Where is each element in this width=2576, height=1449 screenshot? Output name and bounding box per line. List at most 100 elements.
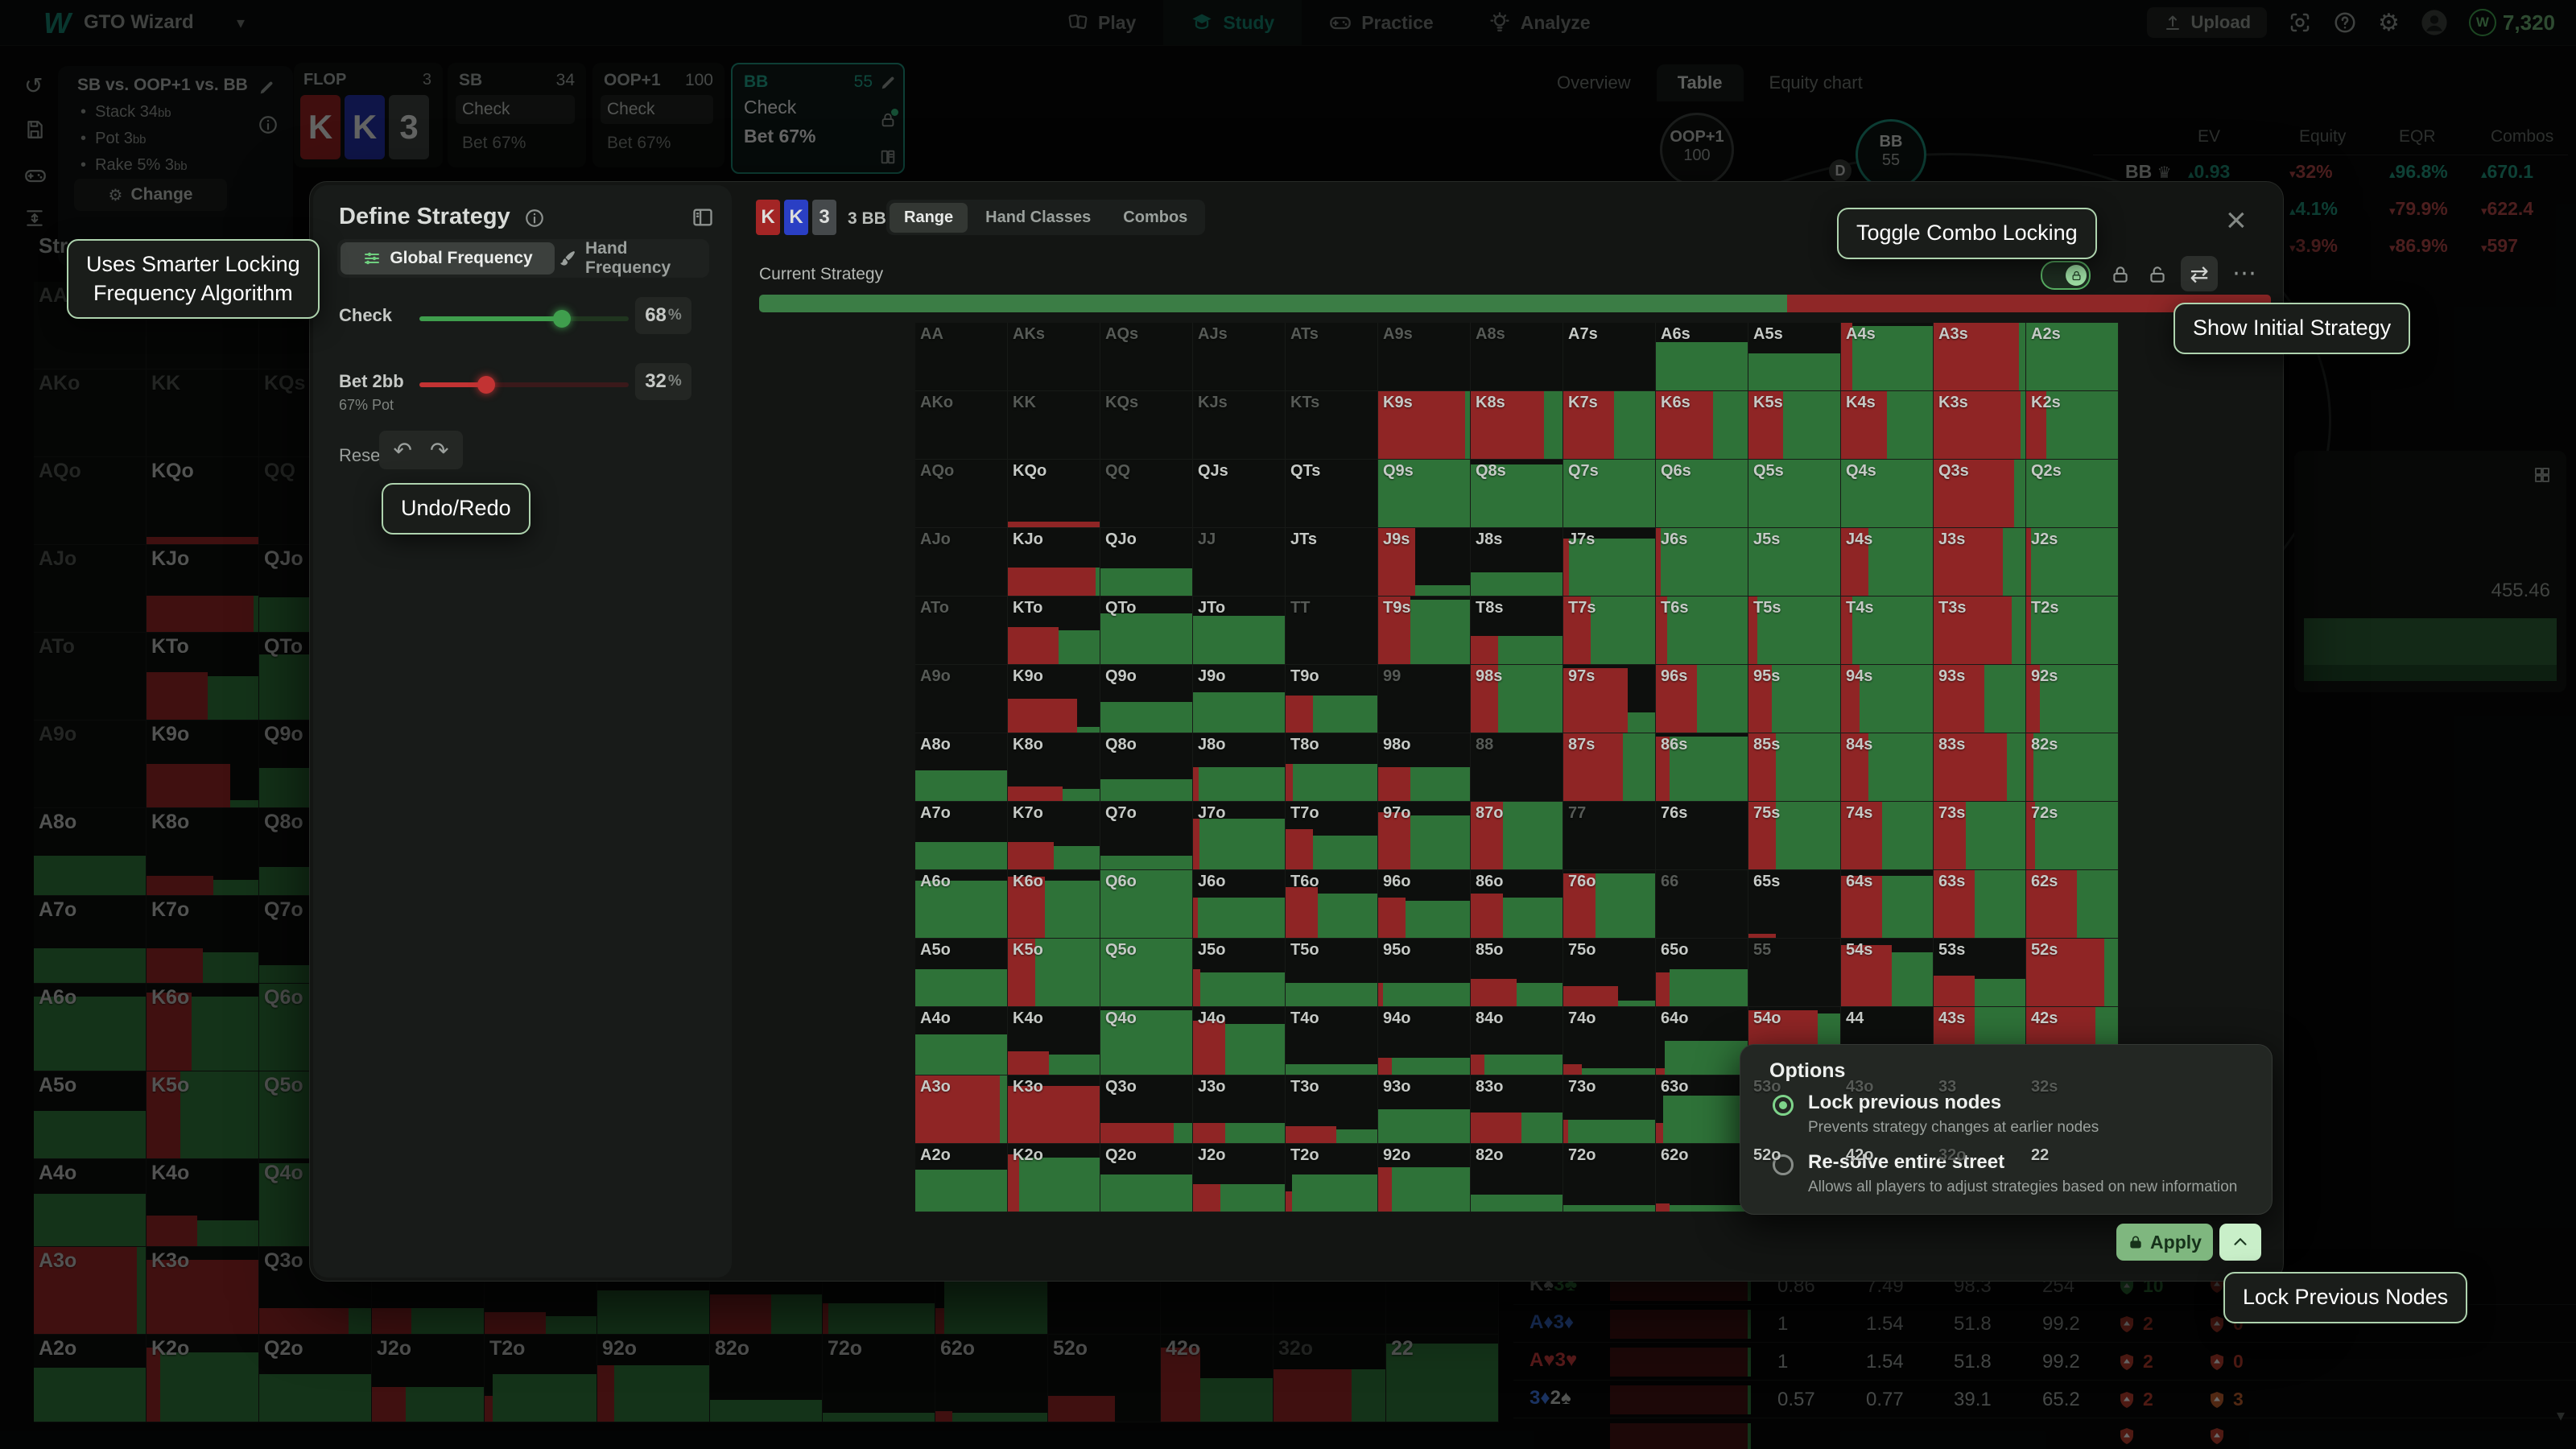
matrix-cell-74o[interactable]: 74o [1563,1007,1656,1075]
matrix-cell-A8s[interactable]: A8s [1471,323,1563,391]
matrix-cell-97s[interactable]: 97s [1563,665,1656,733]
matrix-cell-T3o[interactable]: T3o [1286,1075,1378,1144]
matrix-cell-85s[interactable]: 85s [1748,733,1841,802]
matrix-cell-87o[interactable]: 87o [1471,802,1563,870]
matrix-cell-JTo[interactable]: JTo [1193,597,1286,665]
matrix-cell-K9o[interactable]: K9o [1008,665,1100,733]
matrix-cell-Q4s[interactable]: Q4s [1841,460,1934,528]
matrix-cell-62o[interactable]: 62o [1656,1144,1748,1212]
close-icon[interactable]: × [2226,200,2247,240]
matrix-cell-Q5o[interactable]: Q5o [1100,939,1193,1007]
option-label[interactable]: Lock previous nodes [1808,1092,2002,1113]
matrix-cell-A3s[interactable]: A3s [1934,323,2026,391]
matrix-cell-J4o[interactable]: J4o [1193,1007,1286,1075]
matrix-cell-Q7s[interactable]: Q7s [1563,460,1656,528]
matrix-cell-96o[interactable]: 96o [1378,870,1471,939]
matrix-cell-92o[interactable]: 92o [1378,1144,1471,1212]
slider-track-bet[interactable] [419,376,629,394]
matrix-cell-K8s[interactable]: K8s [1471,391,1563,460]
redo-icon[interactable]: ↷ [430,437,449,463]
matrix-cell-A7o[interactable]: A7o [915,802,1008,870]
matrix-cell-AQo[interactable]: AQo [915,460,1008,528]
matrix-cell-72o[interactable]: 72o [1563,1144,1656,1212]
matrix-cell-K6o[interactable]: K6o [1008,870,1100,939]
matrix-cell-96s[interactable]: 96s [1656,665,1748,733]
slider-track-check[interactable] [419,310,629,328]
matrix-cell-54s[interactable]: 54s [1841,939,1934,1007]
matrix-cell-K7s[interactable]: K7s [1563,391,1656,460]
matrix-cell-Q8s[interactable]: Q8s [1471,460,1563,528]
matrix-cell-95o[interactable]: 95o [1378,939,1471,1007]
matrix-cell-T2o[interactable]: T2o [1286,1144,1378,1212]
matrix-cell-Q4o[interactable]: Q4o [1100,1007,1193,1075]
matrix-cell-K4o[interactable]: K4o [1008,1007,1100,1075]
matrix-cell-T7o[interactable]: T7o [1286,802,1378,870]
matrix-cell-98s[interactable]: 98s [1471,665,1563,733]
matrix-cell-A4o[interactable]: A4o [915,1007,1008,1075]
matrix-cell-K5s[interactable]: K5s [1748,391,1841,460]
matrix-cell-J7s[interactable]: J7s [1563,528,1656,597]
matrix-cell-86o[interactable]: 86o [1471,870,1563,939]
matrix-cell-KK[interactable]: KK [1008,391,1100,460]
matrix-cell-Q5s[interactable]: Q5s [1748,460,1841,528]
matrix-cell-J6s[interactable]: J6s [1656,528,1748,597]
matrix-cell-K9s[interactable]: K9s [1378,391,1471,460]
matrix-cell-64o[interactable]: 64o [1656,1007,1748,1075]
matrix-cell-A6s[interactable]: A6s [1656,323,1748,391]
matrix-cell-J9o[interactable]: J9o [1193,665,1286,733]
matrix-cell-84s[interactable]: 84s [1841,733,1934,802]
matrix-cell-Q7o[interactable]: Q7o [1100,802,1193,870]
matrix-cell-52s[interactable]: 52s [2026,939,2119,1007]
matrix-cell-62s[interactable]: 62s [2026,870,2119,939]
matrix-cell-63s[interactable]: 63s [1934,870,2026,939]
matrix-cell-QTs[interactable]: QTs [1286,460,1378,528]
matrix-cell-JTs[interactable]: JTs [1286,528,1378,597]
matrix-cell-A5s[interactable]: A5s [1748,323,1841,391]
collapse-apply-menu-button[interactable] [2219,1224,2261,1261]
matrix-cell-J2o[interactable]: J2o [1193,1144,1286,1212]
matrix-cell-T2s[interactable]: T2s [2026,597,2119,665]
matrix-cell-73s[interactable]: 73s [1934,802,2026,870]
matrix-cell-76s[interactable]: 76s [1656,802,1748,870]
matrix-cell-82s[interactable]: 82s [2026,733,2119,802]
matrix-cell-A9o[interactable]: A9o [915,665,1008,733]
matrix-cell-K8o[interactable]: K8o [1008,733,1100,802]
matrix-cell-KTs[interactable]: KTs [1286,391,1378,460]
matrix-cell-J3s[interactable]: J3s [1934,528,2026,597]
swap-strategy-icon[interactable]: ⇄ [2181,256,2218,291]
matrix-cell-82o[interactable]: 82o [1471,1144,1563,1212]
matrix-cell-A6o[interactable]: A6o [915,870,1008,939]
matrix-cell-93o[interactable]: 93o [1378,1075,1471,1144]
matrix-cell-QQ[interactable]: QQ [1100,460,1193,528]
matrix-cell-T9s[interactable]: T9s [1378,597,1471,665]
slider-knob[interactable] [477,376,496,394]
matrix-cell-75o[interactable]: 75o [1563,939,1656,1007]
matrix-cell-84o[interactable]: 84o [1471,1007,1563,1075]
matrix-cell-A8o[interactable]: A8o [915,733,1008,802]
matrix-cell-63o[interactable]: 63o [1656,1075,1748,1144]
matrix-cell-K4s[interactable]: K4s [1841,391,1934,460]
matrix-cell-K7o[interactable]: K7o [1008,802,1100,870]
matrix-cell-98o[interactable]: 98o [1378,733,1471,802]
combo-locking-toggle[interactable] [2041,261,2091,290]
matrix-cell-AKs[interactable]: AKs [1008,323,1100,391]
matrix-cell-J7o[interactable]: J7o [1193,802,1286,870]
matrix-cell-KJo[interactable]: KJo [1008,528,1100,597]
lock-icon[interactable] [2110,264,2131,285]
matrix-cell-83s[interactable]: 83s [1934,733,2026,802]
matrix-cell-ATo[interactable]: ATo [915,597,1008,665]
matrix-cell-TT[interactable]: TT [1286,597,1378,665]
matrix-cell-A2s[interactable]: A2s [2026,323,2119,391]
matrix-cell-ATs[interactable]: ATs [1286,323,1378,391]
matrix-cell-64s[interactable]: 64s [1841,870,1934,939]
matrix-cell-92s[interactable]: 92s [2026,665,2119,733]
matrix-cell-T7s[interactable]: T7s [1563,597,1656,665]
matrix-cell-J5o[interactable]: J5o [1193,939,1286,1007]
matrix-cell-95s[interactable]: 95s [1748,665,1841,733]
matrix-cell-T6o[interactable]: T6o [1286,870,1378,939]
matrix-cell-T4s[interactable]: T4s [1841,597,1934,665]
matrix-cell-99[interactable]: 99 [1378,665,1471,733]
matrix-cell-J2s[interactable]: J2s [2026,528,2119,597]
matrix-cell-K3s[interactable]: K3s [1934,391,2026,460]
matrix-cell-J8s[interactable]: J8s [1471,528,1563,597]
